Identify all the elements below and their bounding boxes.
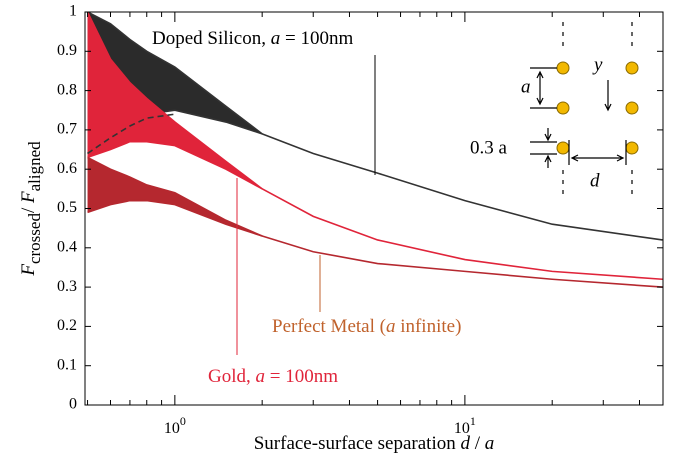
y-tick-label: 1: [69, 3, 77, 20]
annotation-part: Doped Silicon,: [152, 28, 271, 49]
series-line: [87, 156, 263, 237]
annotation-part: a: [386, 316, 396, 337]
x-axis-label: Surface-surface separation d / a: [254, 433, 495, 454]
inset-label: 0.3 a: [470, 137, 508, 158]
series-line: [87, 140, 663, 281]
particle: [556, 61, 570, 75]
y-tick-label: 0.1: [57, 356, 77, 373]
x-tick-label: 100: [164, 414, 186, 437]
annotation: Gold, a = 100nm: [208, 366, 338, 387]
series-line: [86, 12, 263, 190]
series-line: [87, 113, 175, 155]
y-tick-label: 0.9: [57, 42, 77, 59]
particle: [556, 101, 570, 115]
particle: [625, 61, 639, 75]
a-arrow: [530, 67, 557, 109]
annotation-part: Perfect Metal (: [272, 316, 386, 337]
y-tick-label: 0.6: [57, 160, 77, 177]
series-line: [87, 199, 663, 288]
offset-arrow: [530, 128, 557, 168]
annotation-part: infinite): [395, 316, 461, 337]
particle: [556, 141, 570, 155]
y-tick-label: 0.3: [57, 278, 77, 295]
band: [87, 12, 263, 189]
x-label-part: Surface-surface separation: [254, 433, 461, 454]
x-tick-base: 10: [164, 420, 180, 437]
inset-label: a: [521, 76, 531, 97]
y-tick-label: 0.5: [57, 199, 77, 216]
y-label-part: crossed: [25, 213, 44, 264]
inset-label: d: [590, 170, 600, 191]
x-label-part: a: [485, 433, 495, 454]
x-tick-label: 101: [454, 414, 476, 437]
annotation-part: = 100nm: [280, 28, 353, 49]
y-label-part: aligned: [25, 141, 44, 192]
x-tick-exp: 1: [470, 414, 476, 428]
y-label-part: /: [18, 203, 39, 213]
particle: [625, 141, 639, 155]
inset-label: y: [592, 54, 603, 75]
y-label-part: F: [18, 264, 39, 277]
inset: [556, 61, 639, 155]
series-line: [87, 12, 263, 135]
particle: [625, 101, 639, 115]
y-arrow: [604, 80, 612, 112]
plot-area: [86, 12, 663, 288]
annotation: Doped Silicon, a = 100nm: [152, 28, 353, 49]
x-label-part: d: [461, 433, 471, 454]
x-tick-base: 10: [454, 420, 470, 437]
x-label-part: /: [470, 433, 485, 454]
y-tick-label: 0.4: [57, 238, 77, 255]
y-tick-label: 0.8: [57, 81, 77, 98]
y-label-part: F: [18, 191, 39, 204]
annotation-part: = 100nm: [265, 366, 338, 387]
inset-lines: [530, 22, 633, 194]
d-arrow: [568, 140, 627, 165]
y-tick-label: 0.2: [57, 317, 77, 334]
x-tick-exp: 0: [180, 414, 186, 428]
annotation: Perfect Metal (a infinite): [272, 316, 461, 337]
dots: [562, 22, 633, 194]
annotation-part: a: [256, 366, 266, 387]
y-tick-label: 0.7: [57, 121, 77, 138]
annotation-part: a: [271, 28, 281, 49]
y-tick-label: 0: [69, 396, 77, 413]
y-axis-label: Fcrossed/ Faligned: [18, 141, 44, 277]
annotation-part: Gold,: [208, 366, 256, 387]
